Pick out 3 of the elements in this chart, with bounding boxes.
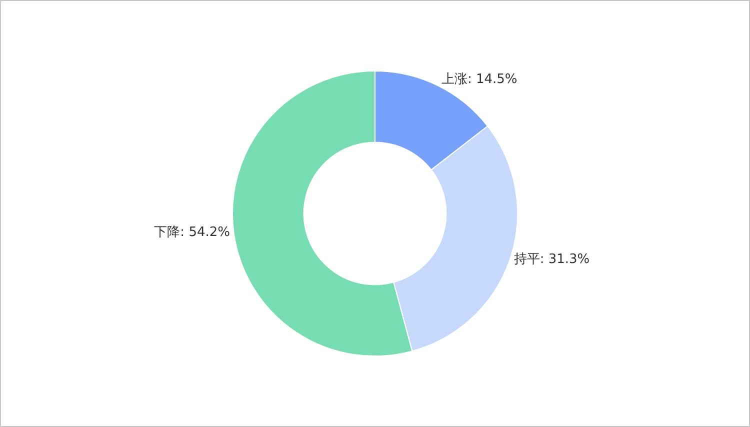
slice-label: 下降: 54.2%: [154, 224, 230, 240]
slice-label: 上涨: 14.5%: [441, 72, 518, 87]
slice-label: 持平: 31.3%: [514, 252, 590, 268]
